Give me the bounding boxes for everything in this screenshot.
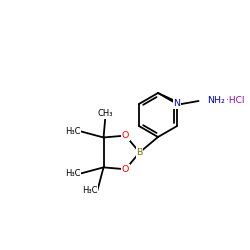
Text: B: B	[136, 148, 143, 157]
Text: H₃C: H₃C	[82, 186, 97, 195]
Text: N: N	[174, 100, 180, 108]
Text: CH₃: CH₃	[98, 109, 114, 118]
Text: NH₂: NH₂	[208, 96, 226, 106]
Text: H₃C: H₃C	[65, 169, 80, 178]
Text: O: O	[122, 131, 129, 140]
Text: O: O	[122, 165, 129, 174]
Text: H₃C: H₃C	[65, 127, 80, 136]
Text: ·HCl: ·HCl	[226, 96, 244, 106]
